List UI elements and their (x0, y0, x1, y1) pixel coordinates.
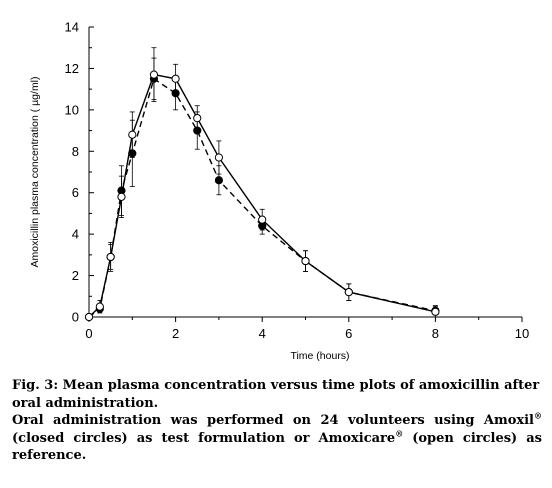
data-point (117, 192, 126, 201)
x-tick-label-6: 6 (345, 326, 352, 341)
data-point (106, 252, 115, 262)
x-tick-label-8: 8 (432, 326, 439, 341)
x-axis-label: Time (hours) (290, 350, 349, 362)
data-point (344, 288, 353, 297)
x-tick-label-2: 2 (172, 326, 179, 341)
data-point (431, 307, 440, 316)
series-closed-circle (84, 57, 440, 322)
caption-part-1: Oral administration was performed on 24 … (12, 413, 534, 428)
y-tick-label-12: 12 (65, 61, 79, 76)
x-tick-label-10: 10 (515, 326, 529, 341)
y-axis-label: Amoxicillin plasma concentration ( µg/ml… (29, 76, 41, 267)
y-tick-label-10: 10 (65, 102, 79, 117)
data-point (171, 74, 180, 83)
y-tick-label-0: 0 (72, 310, 79, 325)
series-layer (84, 47, 440, 322)
y-tick-label-8: 8 (72, 144, 79, 159)
chart-axes: 0 2 4 6 8 10 12 14 0 2 4 6 8 10 (65, 20, 530, 342)
y-tick-label-2: 2 (72, 268, 79, 283)
data-point (95, 302, 104, 311)
figure-caption: Fig. 3: Mean plasma concentration versus… (12, 377, 542, 465)
x-tick-label-0: 0 (85, 326, 92, 341)
data-point (193, 114, 202, 123)
data-point (214, 176, 223, 185)
series-line-open-circle (88, 73, 436, 318)
y-tick-label-6: 6 (72, 185, 79, 200)
data-point (84, 312, 94, 322)
caption-title: Fig. 3: Mean plasma concentration versus… (12, 378, 540, 411)
caption-description: Oral administration was performed on 24 … (12, 412, 542, 465)
data-point (214, 153, 223, 162)
x-tick-label-4: 4 (259, 326, 266, 341)
y-tick-label-4: 4 (72, 227, 79, 242)
data-point (258, 215, 267, 224)
registered-mark-1: ® (534, 410, 542, 421)
pk-line-chart: 0 2 4 6 8 10 12 14 0 2 4 6 8 10 Time (hours) Amoxicil… (29, 20, 530, 363)
registered-mark-2: ® (395, 428, 404, 439)
data-point (149, 70, 159, 79)
data-point (301, 256, 310, 266)
caption-part-2: (closed circles) as test formulation or … (12, 430, 396, 446)
y-tick-label-14: 14 (65, 20, 79, 35)
series-open-circle (84, 47, 440, 322)
caption-part-3: (open circles) as reference. (12, 430, 542, 464)
data-point (128, 130, 137, 139)
series-line-closed-circle (88, 77, 436, 318)
